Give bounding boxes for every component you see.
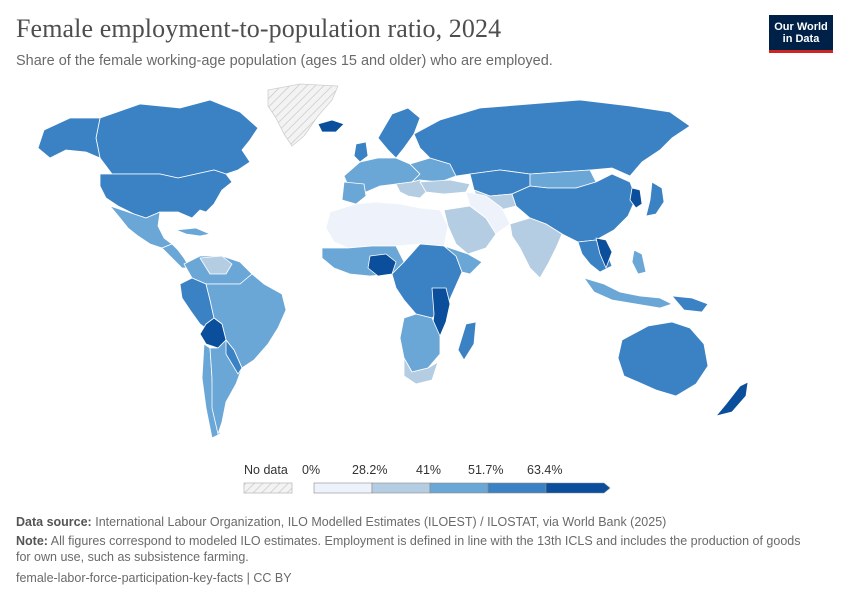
logo-line-1: Our World	[774, 21, 828, 33]
iceland[interactable]	[317, 119, 345, 133]
korea[interactable]	[629, 187, 643, 209]
madagascar[interactable]	[457, 321, 477, 361]
horn-of-africa[interactable]	[443, 245, 483, 275]
south-africa[interactable]	[403, 357, 439, 385]
north-africa[interactable]	[325, 201, 449, 249]
legend-tick-0: 0%	[302, 463, 321, 477]
greenland[interactable]	[267, 83, 339, 147]
note-label: Note:	[16, 534, 48, 548]
iran-region[interactable]	[465, 191, 511, 235]
balkans[interactable]	[395, 179, 429, 199]
chart-note: Note: All figures correspond to modeled …	[16, 533, 816, 565]
turkey[interactable]	[419, 179, 471, 195]
new-zealand[interactable]	[715, 381, 749, 417]
chart-slug[interactable]: female-labor-force-participation-key-fac…	[16, 571, 292, 585]
legend-bin-0[interactable]	[313, 482, 373, 494]
chart-title: Female employment-to-population ratio, 2…	[16, 14, 502, 43]
southern-africa[interactable]	[399, 313, 441, 373]
data-source-text: International Labour Organization, ILO M…	[95, 515, 667, 529]
note-text: All figures correspond to modeled ILO es…	[16, 534, 801, 564]
indonesia[interactable]	[583, 277, 673, 309]
legend-no-data-label: No data	[244, 463, 288, 477]
legend-swatch-no-data	[243, 482, 293, 494]
central-africa[interactable]	[391, 243, 463, 319]
philippines[interactable]	[631, 249, 647, 275]
papua[interactable]	[671, 295, 709, 313]
data-source: Data source: International Labour Organi…	[16, 514, 666, 530]
india[interactable]	[509, 217, 563, 279]
logo-line-2: in Data	[782, 33, 820, 45]
legend-tick-3: 51.7%	[468, 463, 504, 477]
vietnam[interactable]	[595, 237, 613, 269]
legend-tick-2: 41%	[416, 463, 442, 477]
paraguay[interactable]	[225, 339, 243, 375]
owid-logo[interactable]: Our World in Data	[769, 15, 833, 53]
chart-subtitle: Share of the female working-age populati…	[16, 53, 553, 69]
russia[interactable]	[413, 99, 691, 177]
united-kingdom[interactable]	[353, 141, 369, 163]
united-states[interactable]	[99, 169, 233, 219]
alaska[interactable]	[37, 117, 101, 159]
legend-bin-4[interactable]	[545, 482, 611, 494]
canada[interactable]	[95, 99, 259, 179]
australia[interactable]	[617, 321, 709, 397]
iberia[interactable]	[341, 181, 367, 205]
world-map[interactable]	[0, 78, 850, 448]
caribbean[interactable]	[175, 227, 211, 237]
map-legend: No data 0% 28.2% 41% 51.7% 63.4%	[240, 460, 620, 500]
venezuela[interactable]	[199, 255, 233, 275]
japan[interactable]	[645, 181, 665, 217]
data-source-label: Data source:	[16, 515, 92, 529]
legend-tick-1: 28.2%	[352, 463, 388, 477]
east-africa[interactable]	[431, 287, 451, 337]
legend-color-bar	[243, 482, 611, 494]
legend-bin-2[interactable]	[429, 482, 489, 494]
legend-bin-3[interactable]	[487, 482, 547, 494]
legend-tick-4: 63.4%	[527, 463, 563, 477]
scandinavia[interactable]	[377, 107, 421, 159]
legend-bin-1[interactable]	[371, 482, 431, 494]
